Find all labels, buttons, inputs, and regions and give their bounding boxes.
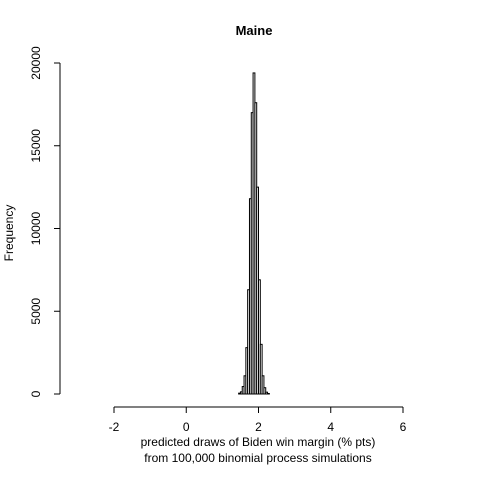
histogram-bar xyxy=(261,375,265,395)
x-tick-label: 6 xyxy=(400,420,407,434)
chart-title: Maine xyxy=(236,23,273,38)
histogram-bar xyxy=(259,343,263,395)
histogram-bars xyxy=(238,72,270,395)
x-axis: -2 0 2 4 6 xyxy=(109,406,407,434)
x-axis-label-line1: predicted draws of Biden win margin (% p… xyxy=(141,435,376,449)
histogram-bar xyxy=(263,387,267,395)
histogram-bar xyxy=(258,279,261,395)
y-tick-label: 10000 xyxy=(29,211,43,245)
y-tick-label: 5000 xyxy=(29,298,43,325)
y-tick-label: 0 xyxy=(29,390,43,397)
y-tick-label: 20000 xyxy=(29,46,43,80)
y-axis-label: Frequency xyxy=(2,205,16,262)
x-tick-label: 2 xyxy=(255,420,262,434)
x-tick-label: 0 xyxy=(183,420,190,434)
y-axis: 0 5000 10000 15000 20000 xyxy=(29,46,61,397)
x-tick-label: -2 xyxy=(109,420,120,434)
y-tick-label: 15000 xyxy=(29,129,43,163)
x-tick-label: 4 xyxy=(327,420,334,434)
histogram-bar xyxy=(267,393,270,395)
x-axis-label-line2: from 100,000 binomial process simulation… xyxy=(144,451,371,465)
